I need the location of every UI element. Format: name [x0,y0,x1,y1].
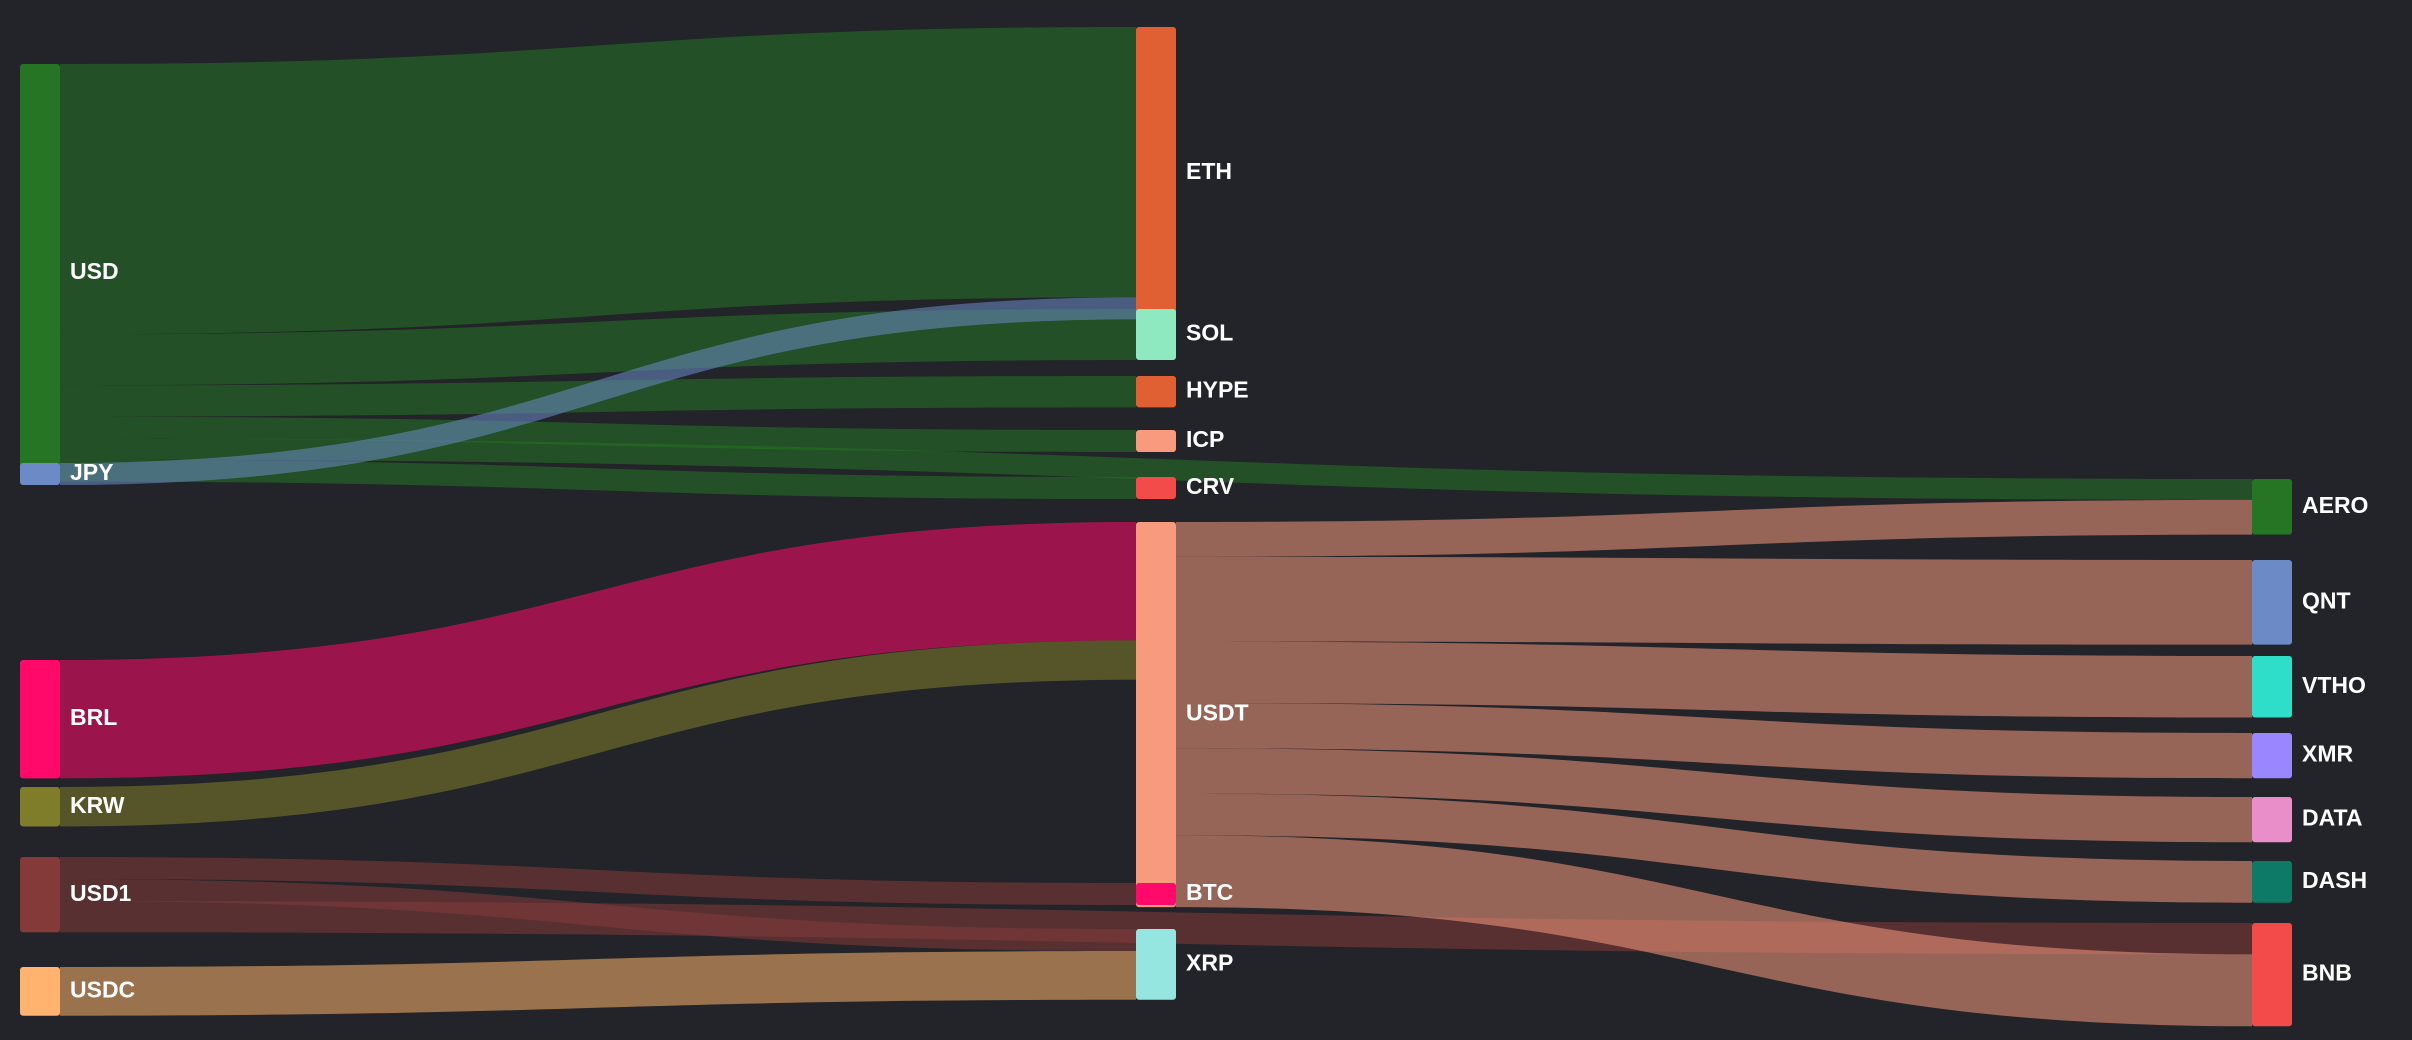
link-usdt-to-bnb[interactable] [1176,835,2252,1027]
link-usd-to-aero[interactable] [60,438,2252,500]
link-krw-to-usdt[interactable] [60,640,1136,827]
node-label-usdt: USDT [1186,700,1249,726]
node-usdt[interactable] [1136,522,1176,908]
node-label-data: DATA [2302,805,2362,831]
node-label-vtho: VTHO [2302,672,2366,698]
node-label-qnt: QNT [2302,587,2351,613]
node-label-xmr: XMR [2302,741,2354,767]
node-bnb[interactable] [2252,923,2292,1027]
node-label-aero: AERO [2302,492,2368,518]
node-label-sol: SOL [1186,320,1233,346]
links-layer [60,27,2252,1027]
node-aero[interactable] [2252,479,2292,535]
node-label-usd1: USD1 [70,880,132,906]
link-usd-to-eth[interactable] [60,27,1136,335]
node-data[interactable] [2252,797,2292,843]
node-usd1[interactable] [20,857,60,933]
node-sol[interactable] [1136,309,1176,361]
node-icp[interactable] [1136,430,1176,453]
node-label-dash: DASH [2302,867,2367,893]
node-vtho[interactable] [2252,656,2292,718]
node-jpy[interactable] [20,463,60,486]
link-usdt-to-aero[interactable] [1176,499,2252,557]
link-jpy-to-eth[interactable] [60,297,1136,486]
node-label-btc: BTC [1186,879,1233,905]
node-krw[interactable] [20,787,60,827]
node-label-krw: KRW [70,792,125,818]
node-dash[interactable] [2252,861,2292,903]
node-xrp[interactable] [1136,929,1176,1000]
link-usd-to-icp[interactable] [60,416,1136,453]
node-brl[interactable] [20,660,60,779]
node-label-usd: USD [70,258,119,284]
node-hype[interactable] [1136,376,1176,408]
node-label-icp: ICP [1186,426,1224,452]
node-usd[interactable] [20,64,60,482]
node-btc[interactable] [1136,883,1176,906]
node-qnt[interactable] [2252,560,2292,645]
node-label-jpy: JPY [70,459,113,485]
link-usdt-to-xmr[interactable] [1176,702,2252,779]
node-label-hype: HYPE [1186,377,1249,403]
link-brl-to-usdt[interactable] [60,522,1136,779]
node-xmr[interactable] [2252,733,2292,779]
link-usdt-to-qnt[interactable] [1176,556,2252,645]
nodes-layer [20,27,2292,1027]
node-label-xrp: XRP [1186,949,1233,975]
node-label-eth: ETH [1186,158,1232,184]
node-label-bnb: BNB [2302,960,2352,986]
node-eth[interactable] [1136,27,1176,320]
link-usd1-to-btc[interactable] [60,857,1136,906]
node-label-usdc: USDC [70,976,135,1002]
link-usdt-to-vtho[interactable] [1176,641,2252,718]
node-crv[interactable] [1136,477,1176,500]
node-usdc[interactable] [20,967,60,1016]
link-usdt-to-dash[interactable] [1176,793,2252,903]
link-usdt-to-data[interactable] [1176,748,2252,843]
link-usd-to-crv[interactable] [60,459,1136,500]
link-usdc-to-xrp[interactable] [60,951,1136,1016]
labels-layer: USD JPY BRL KRW USD1 USDC ETH SOL HYPE ICP CRV USDT… [70,158,2368,1002]
node-label-crv: CRV [1186,473,1235,499]
node-label-brl: BRL [70,704,117,730]
